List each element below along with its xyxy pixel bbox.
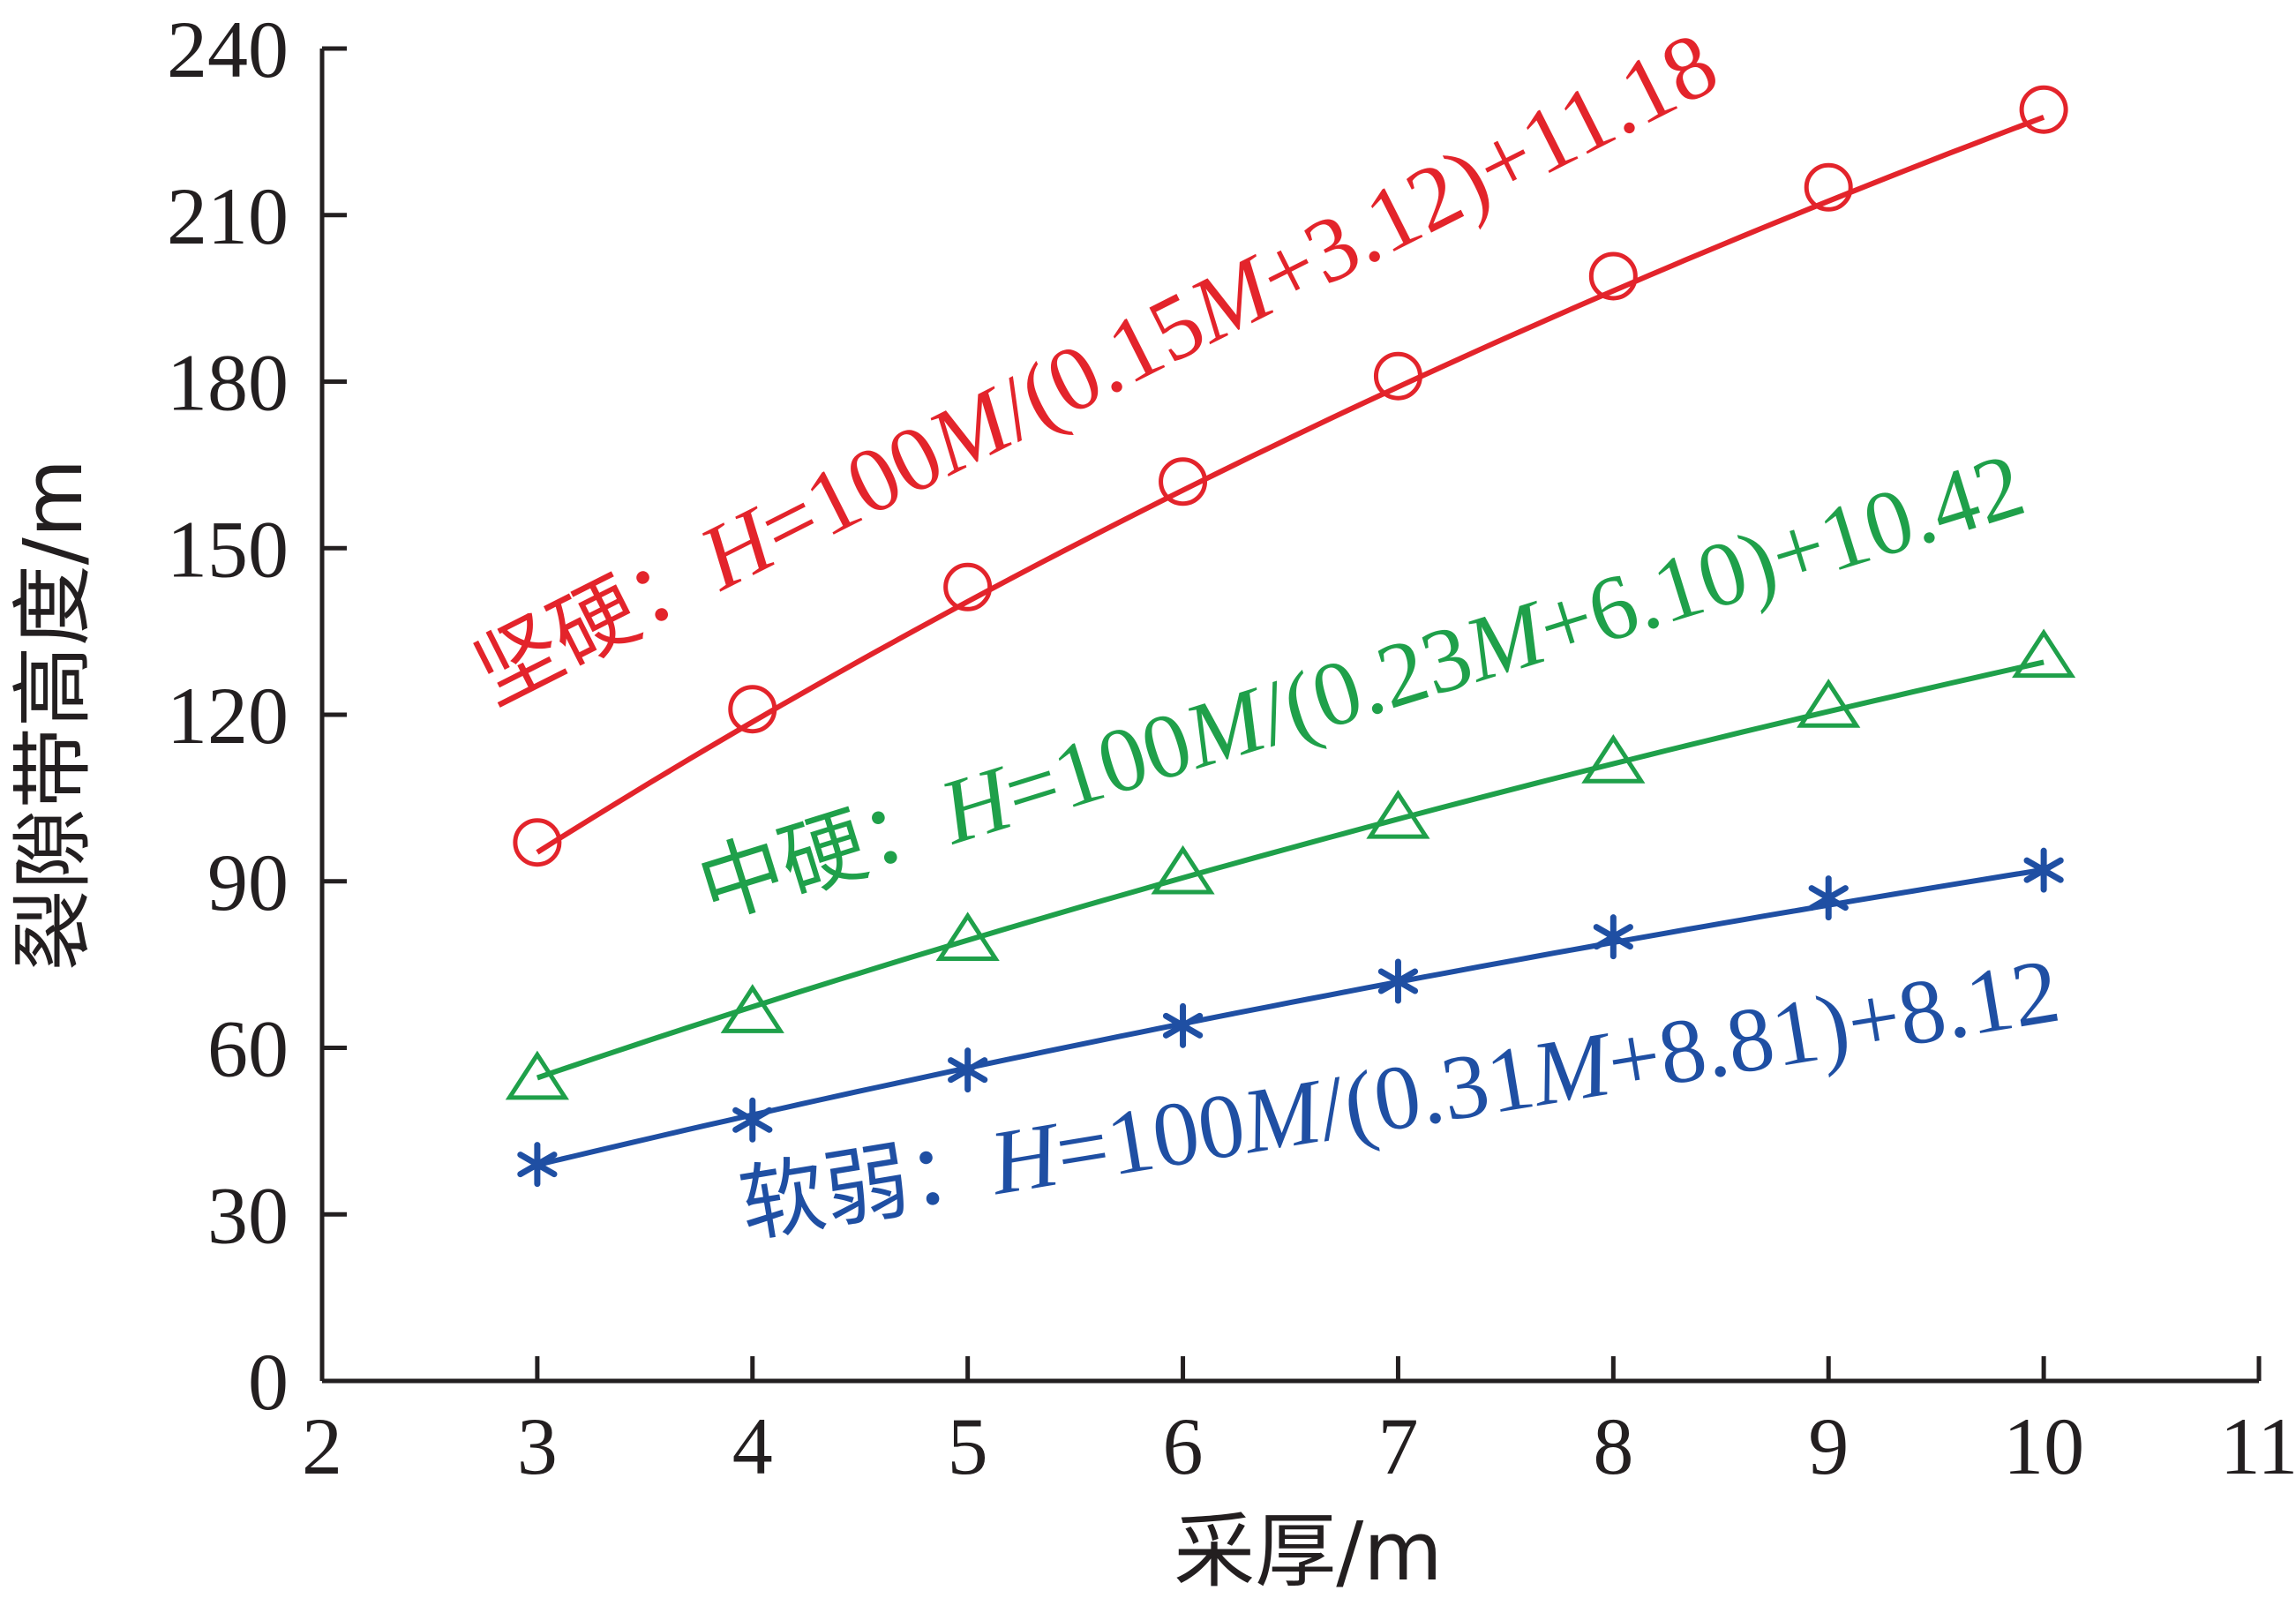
- circle-marker: [1373, 351, 1422, 401]
- x-tick-label: 3: [517, 1401, 558, 1491]
- x-tick-label: 10: [2003, 1401, 2084, 1491]
- formula-part: +8.81)+8.12: [1601, 940, 2067, 1114]
- triangle-marker: [1797, 679, 1861, 728]
- fit-line-soft: [536, 867, 2045, 1168]
- triangle-marker: [1581, 734, 1646, 784]
- x-tick-label: 7: [1377, 1401, 1418, 1491]
- annotation-label: 软弱：: [733, 1117, 1000, 1256]
- y-tick-label: 90: [207, 837, 289, 927]
- annotation-label: 中硬：: [687, 769, 959, 939]
- y-tick-label: 240: [167, 4, 289, 94]
- triangle-marker: [2012, 628, 2076, 679]
- triangle-marker: [720, 984, 784, 1033]
- series-soft: [517, 847, 2064, 1188]
- formula-part: =100: [1048, 1073, 1251, 1204]
- y-axis-title: 裂隙带高度/m: [6, 459, 101, 972]
- asterisk-marker: [2023, 847, 2064, 893]
- asterisk-marker: [1808, 875, 1849, 921]
- formula-part: /(0.15: [981, 272, 1220, 460]
- triangle-marker: [1151, 844, 1215, 895]
- x-tick-label: 5: [948, 1401, 988, 1491]
- asterisk-marker: [1377, 958, 1419, 1004]
- fit-line-medium: [536, 659, 2045, 1081]
- y-tick-label: 120: [167, 671, 289, 761]
- circle-marker: [728, 685, 777, 734]
- fit-line-hard: [536, 114, 2045, 855]
- series-medium: [505, 628, 2076, 1100]
- circle-marker: [1804, 162, 1853, 212]
- circle-marker: [2019, 85, 2068, 134]
- x-axis-title: 采厚/m: [1174, 1504, 1443, 1599]
- formula-part: =100: [993, 691, 1204, 844]
- x-tick-label: 6: [1163, 1401, 1204, 1491]
- y-tick-label: 60: [207, 1004, 289, 1094]
- formula-part: +3.12)+11.18: [1242, 12, 1732, 327]
- circle-marker: [513, 818, 562, 867]
- series-layer: [505, 85, 2076, 1188]
- formula-part: /(0.23: [1246, 604, 1483, 765]
- triangle-marker: [505, 1050, 569, 1100]
- y-tick-label: 180: [167, 338, 289, 428]
- circle-marker: [943, 562, 993, 611]
- circle-marker: [1588, 251, 1638, 301]
- y-tick-label: 210: [167, 171, 289, 261]
- y-tick-label: 30: [207, 1170, 289, 1260]
- x-tick-label: 8: [1593, 1401, 1633, 1491]
- y-tick-label: 150: [167, 504, 289, 594]
- asterisk-marker: [517, 1142, 558, 1188]
- x-tick-label: 2: [302, 1401, 342, 1491]
- annotation-layer: 坚硬：H=100M/(0.15M+3.12)+11.18中硬：H=100M/(0…: [459, 12, 2067, 1256]
- circle-marker: [1159, 457, 1208, 506]
- asterisk-marker: [1593, 914, 1633, 960]
- x-tick-label: 4: [732, 1401, 773, 1491]
- axes: 2 3 4 5 6 7 8 9 10 11 0 30 60 90 120 150 180 210 240: [167, 4, 2296, 1491]
- asterisk-marker: [732, 1097, 773, 1143]
- series-hard: [513, 85, 2068, 867]
- y-tick-label: 0: [248, 1337, 289, 1427]
- triangle-marker: [1366, 789, 1430, 839]
- formula-part: /(0.31: [1311, 1025, 1542, 1160]
- formula-part: +6.10)+10.42: [1527, 433, 2036, 679]
- asterisk-marker: [1162, 1002, 1204, 1048]
- triangle-marker: [935, 912, 1000, 962]
- x-tick-label: 9: [1808, 1401, 1849, 1491]
- annotation-label: 坚硬：: [459, 521, 731, 724]
- x-tick-label: 11: [2220, 1401, 2296, 1491]
- asterisk-marker: [948, 1047, 988, 1093]
